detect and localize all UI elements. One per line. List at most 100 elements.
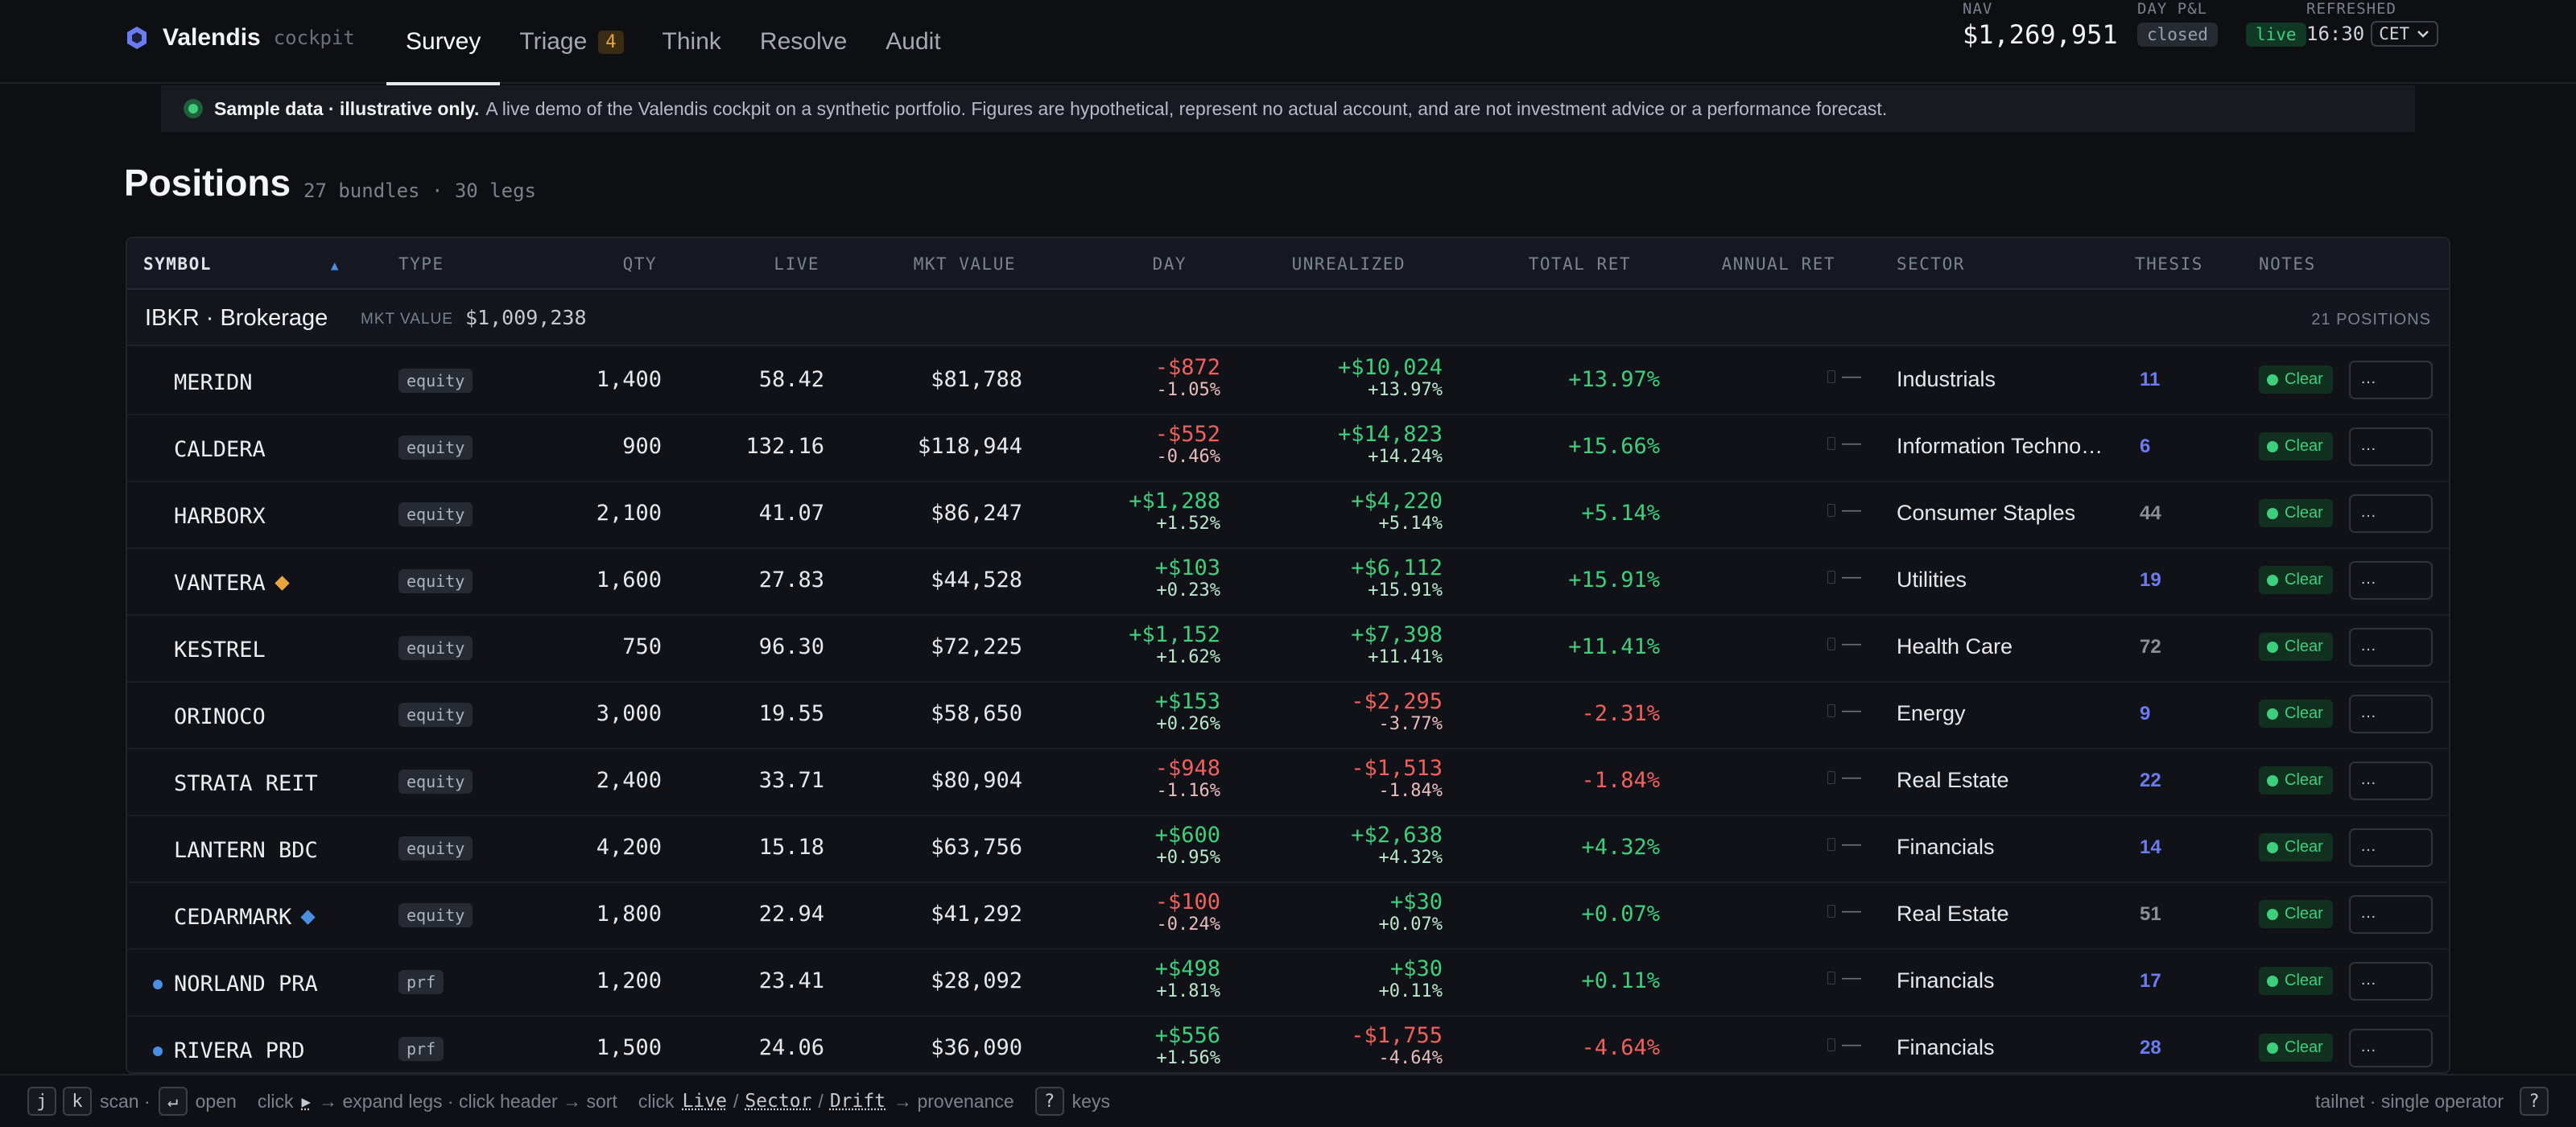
qty-cell: 4,200	[596, 835, 662, 860]
header-unrealized[interactable]: UNREALIZED	[1291, 254, 1406, 274]
thesis-link[interactable]: 19	[2140, 569, 2161, 591]
thesis-link[interactable]: 6	[2140, 436, 2151, 457]
thesis-link[interactable]: 11	[2140, 369, 2161, 390]
sector-cell[interactable]: Utilities	[1897, 568, 1967, 592]
table-row[interactable]: RIVERA PRD prf 1,500 24.06 $36,090 +$556 +1.56…	[127, 1016, 2449, 1072]
notes-input[interactable]: …	[2349, 561, 2433, 600]
notes-input[interactable]: …	[2349, 427, 2433, 466]
status-badge[interactable]: Clear	[2259, 967, 2333, 995]
live-price-cell[interactable]: 22.94	[758, 902, 824, 927]
thesis-link[interactable]: 72	[2140, 636, 2161, 658]
header-live[interactable]: LIVE	[774, 254, 819, 274]
header-mkt-value[interactable]: MKT VALUE	[913, 254, 1016, 274]
status-badge[interactable]: Clear	[2259, 365, 2333, 394]
notes-input[interactable]: …	[2349, 828, 2433, 867]
live-price-cell[interactable]: 27.83	[758, 568, 824, 592]
sector-cell[interactable]: Financials	[1897, 835, 1995, 859]
table-row[interactable]: ORINOCO equity 3,000 19.55 $58,650 +$153 +0.26…	[127, 682, 2449, 749]
timezone-select[interactable]: CET	[2371, 21, 2439, 47]
symbol-cell[interactable]: ORINOCO	[174, 704, 266, 729]
live-price-cell[interactable]: 132.16	[745, 434, 824, 459]
status-badge[interactable]: Clear	[2259, 499, 2333, 527]
thesis-link[interactable]: 22	[2140, 770, 2161, 791]
notes-input[interactable]: …	[2349, 962, 2433, 1001]
notes-input[interactable]: …	[2349, 494, 2433, 533]
table-row[interactable]: LANTERN BDC equity 4,200 15.18 $63,756 +$600 +…	[127, 815, 2449, 883]
table-row[interactable]: VANTERA equity 1,600 27.83 $44,528 +$103 +0.23…	[127, 548, 2449, 616]
table-row[interactable]: MERIDN equity 1,400 58.42 $81,788 -$872 -1.05%…	[127, 348, 2449, 415]
notes-input[interactable]: …	[2349, 628, 2433, 667]
sector-cell[interactable]: Information Techno…	[1897, 434, 2103, 458]
notes-input[interactable]: …	[2349, 695, 2433, 733]
thesis-link[interactable]: 51	[2140, 903, 2161, 925]
sector-cell[interactable]: Energy	[1897, 701, 1966, 725]
header-annual-ret[interactable]: ANNUAL RET	[1721, 254, 1835, 274]
tab-resolve[interactable]: Resolve	[741, 0, 866, 84]
status-badge[interactable]: Clear	[2259, 432, 2333, 460]
table-row[interactable]: CALDERA equity 900 132.16 $118,944 -$552 -0.46…	[127, 415, 2449, 482]
notes-input[interactable]: …	[2349, 361, 2433, 399]
tab-audit[interactable]: Audit	[866, 0, 960, 84]
symbol-cell[interactable]: NORLAND PRA	[153, 972, 318, 997]
brand[interactable]: Valendis cockpit	[124, 24, 355, 52]
status-badge[interactable]: Clear	[2259, 566, 2333, 594]
live-price-cell[interactable]: 58.42	[758, 367, 824, 392]
live-price-cell[interactable]: 41.07	[758, 501, 824, 526]
table-row[interactable]: KESTREL equity 750 96.30 $72,225 +$1,152 +1.62…	[127, 615, 2449, 683]
symbol-cell[interactable]: HARBORX	[174, 504, 266, 529]
live-price-cell[interactable]: 19.55	[758, 701, 824, 726]
help-button[interactable]: ?	[2520, 1087, 2549, 1116]
symbol-cell[interactable]: RIVERA PRD	[153, 1038, 305, 1063]
sector-cell[interactable]: Real Estate	[1897, 768, 2009, 792]
sector-cell[interactable]: Health Care	[1897, 634, 2013, 658]
status-badge[interactable]: Clear	[2259, 766, 2333, 795]
symbol-cell[interactable]: LANTERN BDC	[174, 838, 318, 863]
header-symbol[interactable]: SYMBOL ▲	[143, 254, 340, 274]
tab-survey[interactable]: Survey	[386, 0, 501, 85]
thesis-link[interactable]: 14	[2140, 836, 2161, 858]
status-badge[interactable]: Clear	[2259, 833, 2333, 861]
sector-cell[interactable]: Consumer Staples	[1897, 501, 2076, 525]
tab-triage[interactable]: Triage 4	[500, 0, 642, 84]
live-price-cell[interactable]: 23.41	[758, 968, 824, 993]
header-total-ret[interactable]: TOTAL RET	[1528, 254, 1631, 274]
live-price-cell[interactable]: 96.30	[758, 634, 824, 659]
header-type[interactable]: TYPE	[398, 254, 444, 274]
thesis-link[interactable]: 17	[2140, 970, 2161, 992]
status-badge[interactable]: Clear	[2259, 633, 2333, 661]
thesis-link[interactable]: 9	[2140, 703, 2151, 724]
thesis-link[interactable]: 44	[2140, 502, 2161, 524]
symbol-cell[interactable]: CALDERA	[174, 437, 266, 462]
tab-think[interactable]: Think	[643, 0, 741, 84]
header-sector[interactable]: SECTOR	[1897, 254, 1965, 274]
symbol-cell[interactable]: VANTERA	[174, 571, 290, 596]
symbol-cell[interactable]: KESTREL	[174, 638, 266, 663]
live-price-cell[interactable]: 15.18	[758, 835, 824, 860]
notes-input[interactable]: …	[2349, 762, 2433, 800]
table-row[interactable]: STRATA REIT equity 2,400 33.71 $80,904 -$948-…	[127, 749, 2449, 816]
sector-cell[interactable]: Financials	[1897, 968, 1995, 993]
symbol-cell[interactable]: CEDARMARK	[174, 905, 316, 930]
sector-cell[interactable]: Real Estate	[1897, 902, 2009, 926]
table-row[interactable]: HARBORX equity 2,100 41.07 $86,247 +$1,288 +1.…	[127, 481, 2449, 549]
sector-cell[interactable]: Industrials	[1897, 367, 1996, 391]
sector-cell[interactable]: Financials	[1897, 1035, 1995, 1059]
thesis-link[interactable]: 28	[2140, 1037, 2161, 1059]
notes-input[interactable]: …	[2349, 1029, 2433, 1067]
live-price-cell[interactable]: 24.06	[758, 1035, 824, 1060]
table-row[interactable]: NORLAND PRA prf 1,200 23.41 $28,092 +$498 +1.8…	[127, 949, 2449, 1017]
header-day[interactable]: DAY	[1152, 254, 1187, 274]
notes-input[interactable]: …	[2349, 895, 2433, 934]
header-thesis[interactable]: THESIS	[2135, 254, 2203, 274]
symbol-cell[interactable]: STRATA REIT	[174, 771, 318, 796]
live-price-cell[interactable]: 33.71	[758, 768, 824, 793]
table-row[interactable]: CEDARMARK equity 1,800 22.94 $41,292 -$100 -0.…	[127, 882, 2449, 950]
symbol-cell[interactable]: MERIDN	[174, 370, 253, 395]
header-notes[interactable]: NOTES	[2259, 254, 2316, 274]
header-qty[interactable]: QTY	[622, 254, 657, 274]
account-group-row[interactable]: IBKR · Brokerage MKT VALUE $1,009,238 21…	[127, 291, 2449, 346]
status-badge[interactable]: Clear	[2259, 900, 2333, 928]
mkt-value-cell: $86,247	[931, 501, 1022, 526]
status-badge[interactable]: Clear	[2259, 700, 2333, 728]
status-badge[interactable]: Clear	[2259, 1034, 2333, 1062]
